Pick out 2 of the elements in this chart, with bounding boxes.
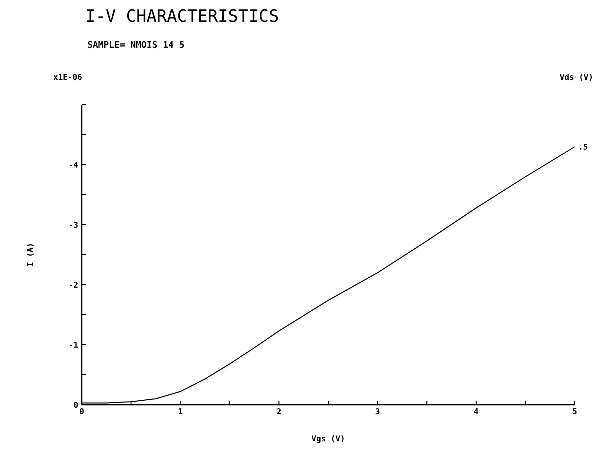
- chart-subtitle: SAMPLE= NMOIS 14 5: [88, 41, 184, 48]
- chart-title: I-V CHARACTERISTICS: [87, 9, 278, 22]
